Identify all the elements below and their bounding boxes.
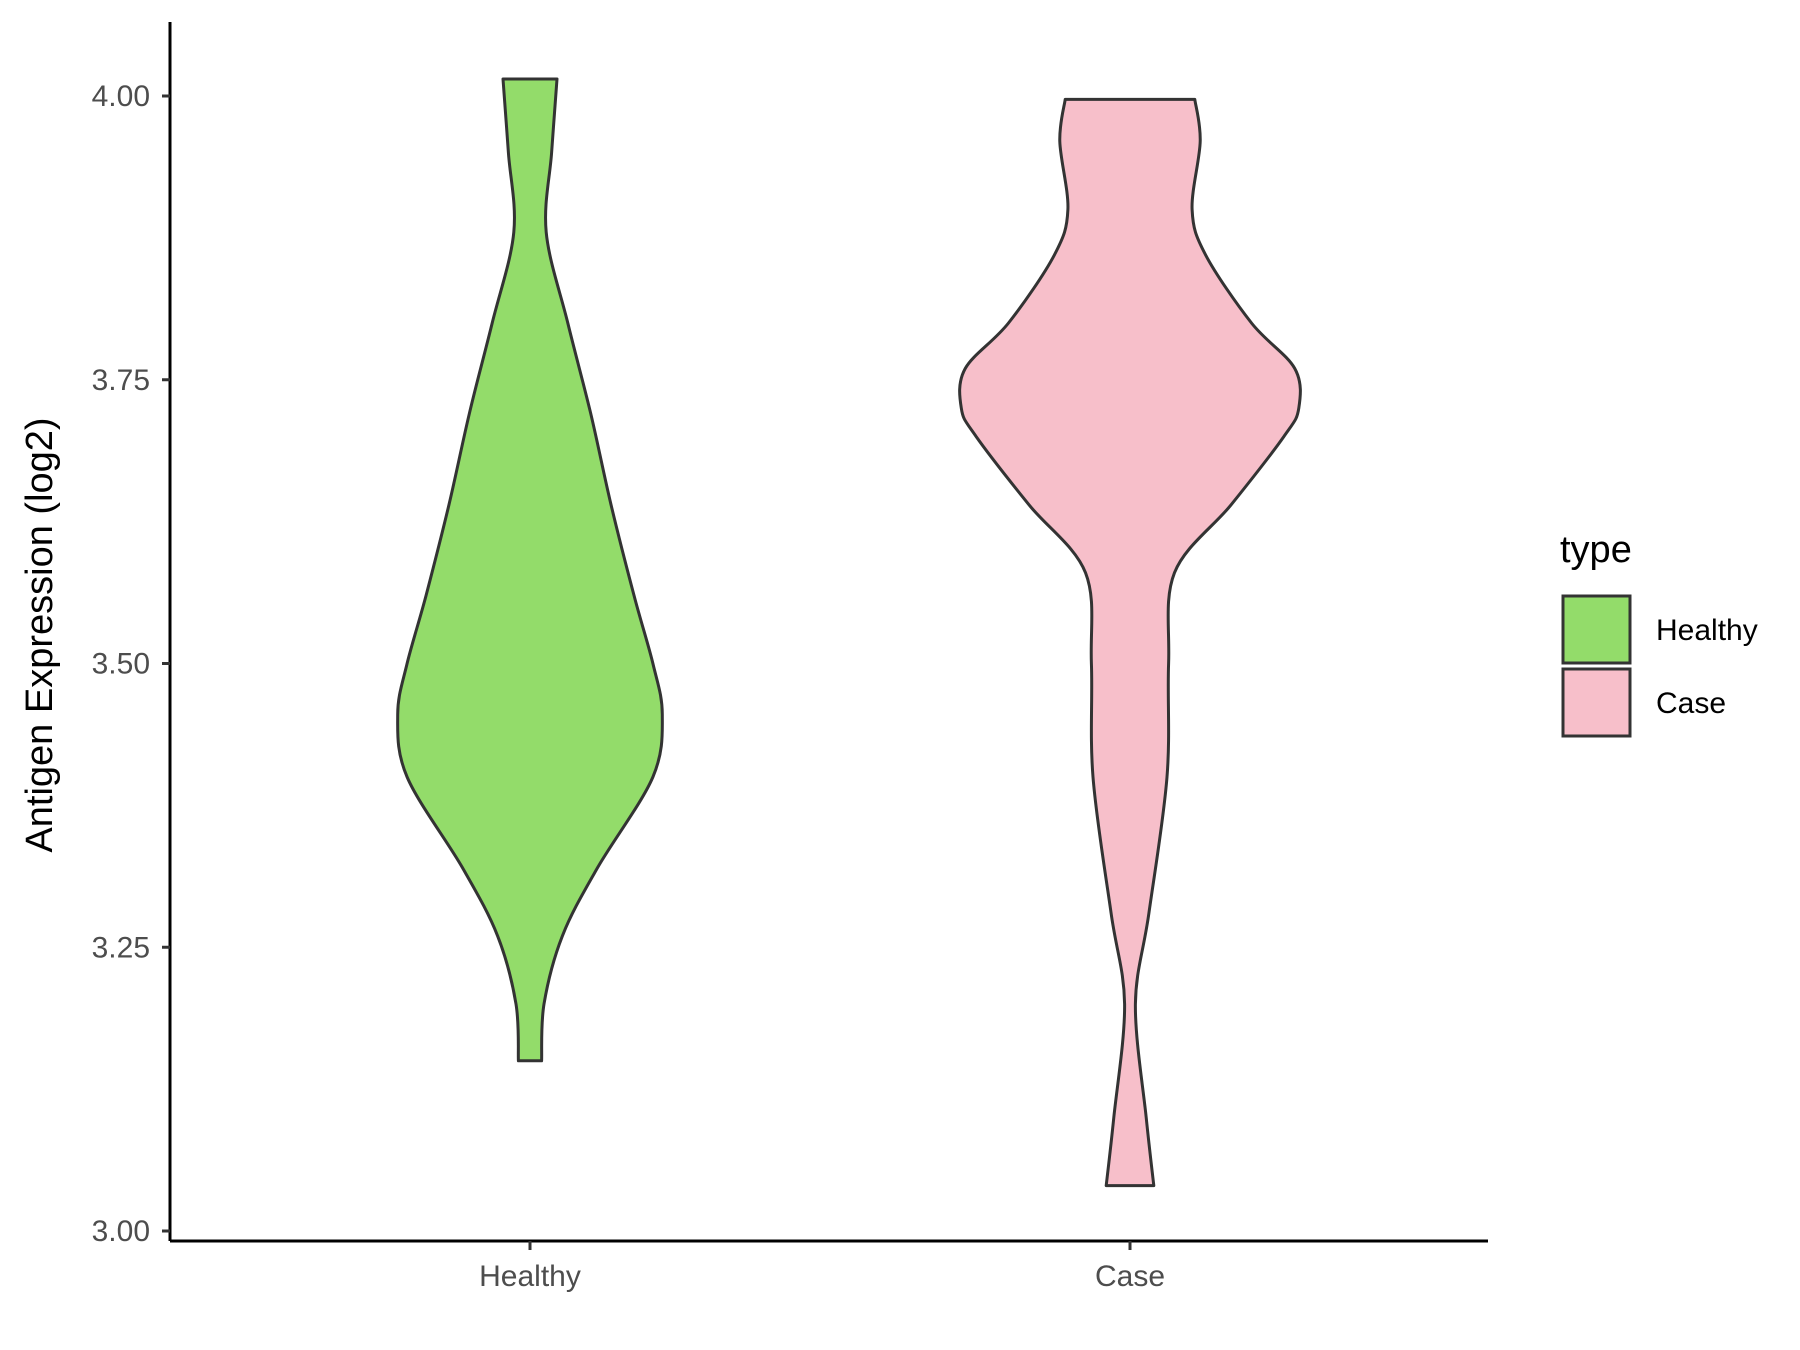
violin-case <box>958 97 1302 1188</box>
violin-healthy <box>396 77 664 1063</box>
legend-label-case: Case <box>1656 687 1726 720</box>
legend: type Healthy Case <box>1560 529 1758 738</box>
legend-key-case <box>1561 667 1632 738</box>
y-tick-label: 3.75 <box>92 364 150 397</box>
x-tick-label-healthy: Healthy <box>479 1260 581 1293</box>
legend-key-healthy <box>1561 594 1632 665</box>
legend-title: type <box>1560 529 1632 571</box>
x-ticks-group: Healthy Case <box>479 1241 1165 1293</box>
x-tick-label-case: Case <box>1095 1260 1165 1293</box>
axes-group <box>168 22 1488 1243</box>
y-tick-label: 3.25 <box>92 931 150 964</box>
violins-group <box>396 77 1302 1188</box>
y-tick-label: 4.00 <box>92 80 150 113</box>
y-ticks-group: 3.00 3.25 3.50 3.75 4.00 <box>92 80 170 1248</box>
legend-label-healthy: Healthy <box>1656 614 1758 647</box>
y-tick-label: 3.50 <box>92 648 150 681</box>
y-tick-label: 3.00 <box>92 1215 150 1248</box>
y-axis-title: Antigen Expression (log2) <box>19 417 61 852</box>
